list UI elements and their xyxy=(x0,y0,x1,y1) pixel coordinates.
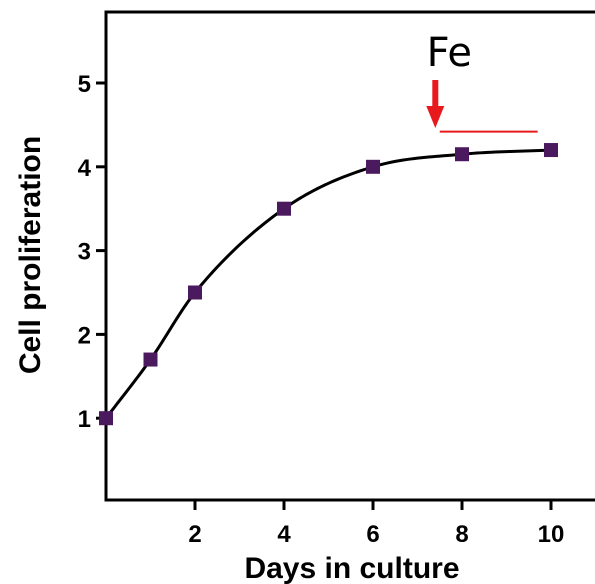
series-line xyxy=(104,148,552,420)
data-point-marker xyxy=(143,352,158,367)
y-tick-label: 5 xyxy=(78,71,91,98)
x-tick-label: 2 xyxy=(188,521,201,548)
data-point-marker xyxy=(544,143,558,158)
data-point-marker xyxy=(277,201,291,216)
y-axis-ticks: 1 2 3 4 5 xyxy=(78,71,106,433)
annotation-group: Fe xyxy=(426,30,538,133)
fe-label: Fe xyxy=(427,30,472,76)
data-point-marker xyxy=(188,285,202,300)
y-tick-label: 3 xyxy=(78,239,91,266)
x-axis-title: Days in culture xyxy=(244,552,459,584)
series-markers xyxy=(99,143,558,426)
data-point-marker xyxy=(455,147,469,162)
y-axis-title: Cell proliferation xyxy=(14,136,47,374)
y-tick-label: 1 xyxy=(78,406,91,433)
plot-frame xyxy=(104,10,595,502)
data-point-marker xyxy=(99,411,113,426)
x-tick-label: 6 xyxy=(366,521,379,548)
fe-arrow-icon xyxy=(426,106,445,128)
data-point-marker xyxy=(366,159,380,174)
x-tick-label: 4 xyxy=(277,521,291,548)
x-tick-label: 10 xyxy=(538,521,565,548)
x-tick-label: 8 xyxy=(455,521,468,548)
x-axis-ticks: 2 4 6 8 10 xyxy=(188,500,564,548)
y-tick-label: 4 xyxy=(78,155,92,182)
y-tick-label: 2 xyxy=(78,322,91,349)
